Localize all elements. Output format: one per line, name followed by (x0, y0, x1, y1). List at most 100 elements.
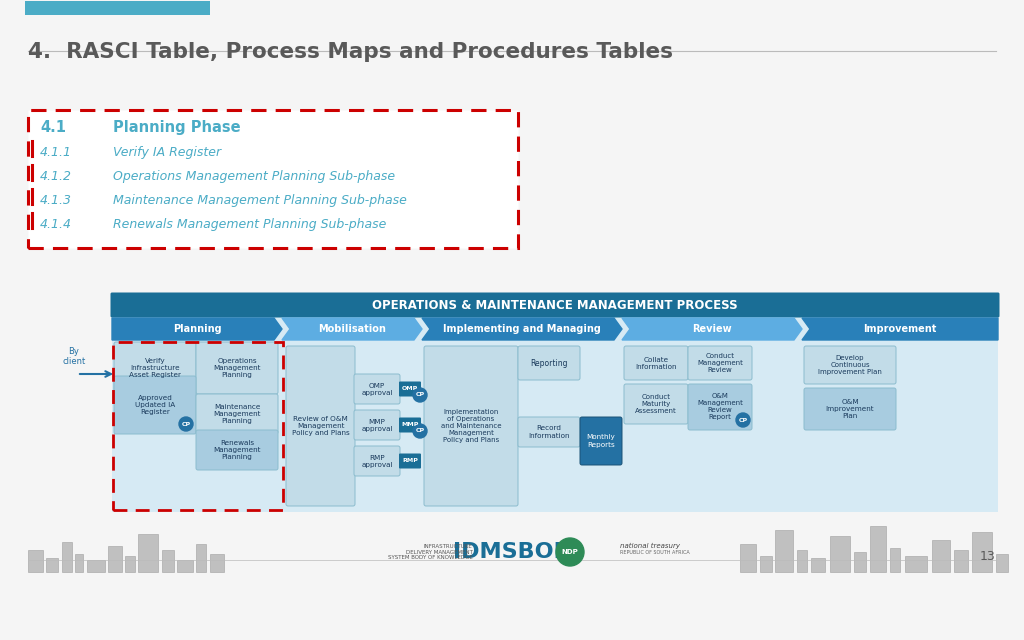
Bar (797, 550, 807, 572)
Bar (46, 558, 58, 572)
Bar (932, 540, 950, 572)
FancyBboxPatch shape (688, 384, 752, 430)
Text: 13: 13 (979, 550, 995, 563)
Text: Implementation
of Operations
and Maintenance
Management
Policy and Plans: Implementation of Operations and Mainten… (440, 409, 502, 443)
Text: OPERATIONS & MAINTENANCE MANAGEMENT PROCESS: OPERATIONS & MAINTENANCE MANAGEMENT PROC… (372, 298, 738, 312)
FancyBboxPatch shape (624, 346, 688, 380)
Text: REPUBLIC OF SOUTH AFRICA: REPUBLIC OF SOUTH AFRICA (620, 550, 690, 556)
FancyBboxPatch shape (580, 417, 622, 465)
Text: national treasury: national treasury (620, 543, 680, 549)
Bar (162, 550, 174, 572)
Text: O&M
Management
Review
Report: O&M Management Review Report (697, 394, 743, 420)
Bar (25, 1, 210, 15)
Bar (28, 550, 43, 572)
Text: Verify IA Register: Verify IA Register (113, 146, 221, 159)
Text: Review: Review (692, 324, 732, 334)
FancyBboxPatch shape (114, 376, 196, 434)
Bar (996, 554, 1008, 572)
Circle shape (413, 424, 427, 438)
Text: Monthly
Reports: Monthly Reports (587, 435, 615, 447)
Text: Approved
Updated IA
Register: Approved Updated IA Register (135, 395, 175, 415)
FancyBboxPatch shape (354, 410, 400, 440)
Bar (870, 526, 886, 572)
Text: Renewals Management Planning Sub-phase: Renewals Management Planning Sub-phase (113, 218, 386, 231)
Bar (125, 556, 135, 572)
FancyBboxPatch shape (804, 346, 896, 384)
Text: Maintenance Management Planning Sub-phase: Maintenance Management Planning Sub-phas… (113, 194, 407, 207)
Bar (75, 554, 83, 572)
Bar (830, 536, 850, 572)
FancyBboxPatch shape (399, 381, 421, 397)
Bar (196, 544, 206, 572)
FancyBboxPatch shape (196, 394, 278, 434)
Text: Develop
Continuous
Improvement Plan: Develop Continuous Improvement Plan (818, 355, 882, 375)
Bar (954, 550, 968, 572)
Text: 4.1: 4.1 (40, 120, 66, 135)
Bar (760, 556, 772, 572)
Text: MMP
approval: MMP approval (361, 419, 393, 431)
FancyBboxPatch shape (688, 346, 752, 380)
Text: CP: CP (738, 417, 748, 422)
Text: Planning Phase: Planning Phase (113, 120, 241, 135)
FancyBboxPatch shape (114, 342, 196, 394)
FancyBboxPatch shape (399, 454, 421, 468)
Circle shape (736, 413, 750, 427)
Text: O&M
Improvement
Plan: O&M Improvement Plan (825, 399, 874, 419)
FancyBboxPatch shape (624, 384, 688, 424)
FancyBboxPatch shape (399, 417, 421, 433)
Bar (890, 548, 900, 572)
Text: RMP: RMP (402, 458, 418, 463)
FancyBboxPatch shape (518, 417, 580, 447)
Text: Maintenance
Management
Planning: Maintenance Management Planning (213, 404, 261, 424)
Circle shape (413, 388, 427, 402)
Text: CP: CP (416, 429, 425, 433)
Text: Operations Management Planning Sub-phase: Operations Management Planning Sub-phase (113, 170, 395, 183)
Text: OMP
approval: OMP approval (361, 383, 393, 396)
FancyBboxPatch shape (424, 346, 518, 506)
Text: Collate
Information: Collate Information (635, 356, 677, 369)
Bar (854, 552, 866, 572)
Text: CP: CP (416, 392, 425, 397)
FancyBboxPatch shape (354, 374, 400, 404)
Polygon shape (112, 318, 282, 340)
Text: Renewals
Management
Planning: Renewals Management Planning (213, 440, 261, 460)
Bar (210, 554, 224, 572)
FancyBboxPatch shape (28, 110, 518, 248)
Bar (62, 542, 72, 572)
Bar (740, 544, 756, 572)
Bar (972, 532, 992, 572)
Circle shape (179, 417, 193, 431)
Bar (108, 546, 122, 572)
Polygon shape (422, 318, 622, 340)
Bar (112, 294, 998, 512)
Text: 4.1.1: 4.1.1 (40, 146, 72, 159)
Text: Improvement: Improvement (863, 324, 937, 334)
Text: Planning: Planning (173, 324, 221, 334)
Text: CP: CP (181, 422, 190, 426)
Text: 4.1.4: 4.1.4 (40, 218, 72, 231)
Text: 4.  RASCI Table, Process Maps and Procedures Tables: 4. RASCI Table, Process Maps and Procedu… (28, 42, 673, 62)
Text: Record
Information: Record Information (528, 426, 569, 438)
FancyBboxPatch shape (518, 346, 580, 380)
Text: Review of O&M
Management
Policy and Plans: Review of O&M Management Policy and Plan… (292, 416, 349, 436)
Text: Reporting: Reporting (530, 358, 567, 367)
Text: MMP: MMP (401, 422, 419, 428)
Text: OMP: OMP (401, 387, 418, 392)
Bar (177, 560, 193, 572)
FancyBboxPatch shape (196, 430, 278, 470)
Text: Conduct
Management
Review: Conduct Management Review (697, 353, 743, 373)
Text: RMP
approval: RMP approval (361, 454, 393, 467)
FancyBboxPatch shape (804, 388, 896, 430)
Text: Mobilisation: Mobilisation (318, 324, 386, 334)
FancyBboxPatch shape (196, 342, 278, 394)
Text: 4.1.2: 4.1.2 (40, 170, 72, 183)
Text: IDMSBOK: IDMSBOK (454, 542, 570, 562)
Text: Verify
Infrastructure
Asset Register: Verify Infrastructure Asset Register (129, 358, 181, 378)
Polygon shape (802, 318, 998, 340)
Bar (905, 556, 927, 572)
Polygon shape (282, 318, 422, 340)
Circle shape (556, 538, 584, 566)
Text: Operations
Management
Planning: Operations Management Planning (213, 358, 261, 378)
Bar (138, 534, 158, 572)
Bar (775, 530, 793, 572)
